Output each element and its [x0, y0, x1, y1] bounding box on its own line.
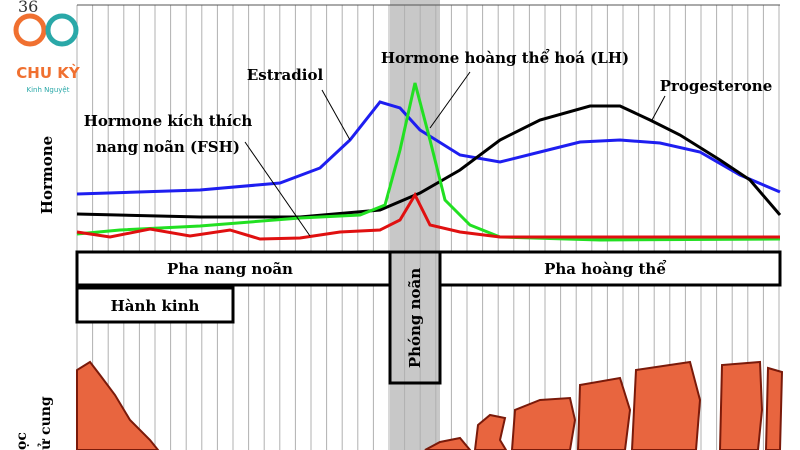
logo-number: 36	[18, 0, 38, 16]
fsh-label: Hormone kích thích	[84, 112, 253, 130]
tissue	[76, 360, 160, 450]
phase-box	[388, 250, 442, 385]
phase-box	[75, 250, 392, 287]
endometrium	[76, 360, 784, 450]
leader-lines	[244, 71, 666, 237]
side-label: ọc	[14, 432, 30, 450]
logo-subtitle: Kinh Nguyệt	[27, 86, 70, 94]
leader	[321, 89, 351, 141]
progesterone-label: Progesterone	[660, 77, 773, 95]
phase-boxes	[75, 250, 782, 385]
side-label: ử cung	[37, 396, 54, 450]
fsh-curve	[76, 191, 780, 241]
tissue	[510, 396, 577, 450]
estradiol-label: Estradiol	[247, 66, 324, 84]
logo-ring	[13, 13, 47, 47]
tissue	[764, 366, 784, 450]
logo-ring	[45, 13, 79, 47]
tissue	[473, 413, 508, 450]
estradiol-curve	[76, 100, 781, 196]
tissue	[424, 436, 472, 450]
tissue	[630, 360, 702, 450]
phase-label: Hành kinh	[111, 297, 200, 315]
lh-label: Hormone hoàng thể hoá (LH)	[381, 49, 629, 67]
logo-title: CHU KỲ	[16, 63, 81, 82]
hormone-curves	[76, 82, 782, 242]
leader	[244, 141, 311, 237]
leader	[429, 71, 471, 129]
phase-label: Pha nang noãn	[167, 260, 293, 278]
tissue	[718, 360, 764, 450]
phase-box	[75, 286, 235, 324]
tissue	[576, 376, 632, 450]
y-axis-label: Hormone	[38, 136, 56, 214]
phase-label: Phóng noãn	[406, 268, 424, 368]
fsh-label: nang noãn (FSH)	[96, 138, 240, 156]
phase-label: Pha hoàng thể	[544, 260, 666, 278]
logo: 36 CHU KỲ Kinh Nguyệt	[13, 0, 81, 94]
leader	[651, 95, 666, 121]
progesterone-curve	[76, 104, 782, 219]
